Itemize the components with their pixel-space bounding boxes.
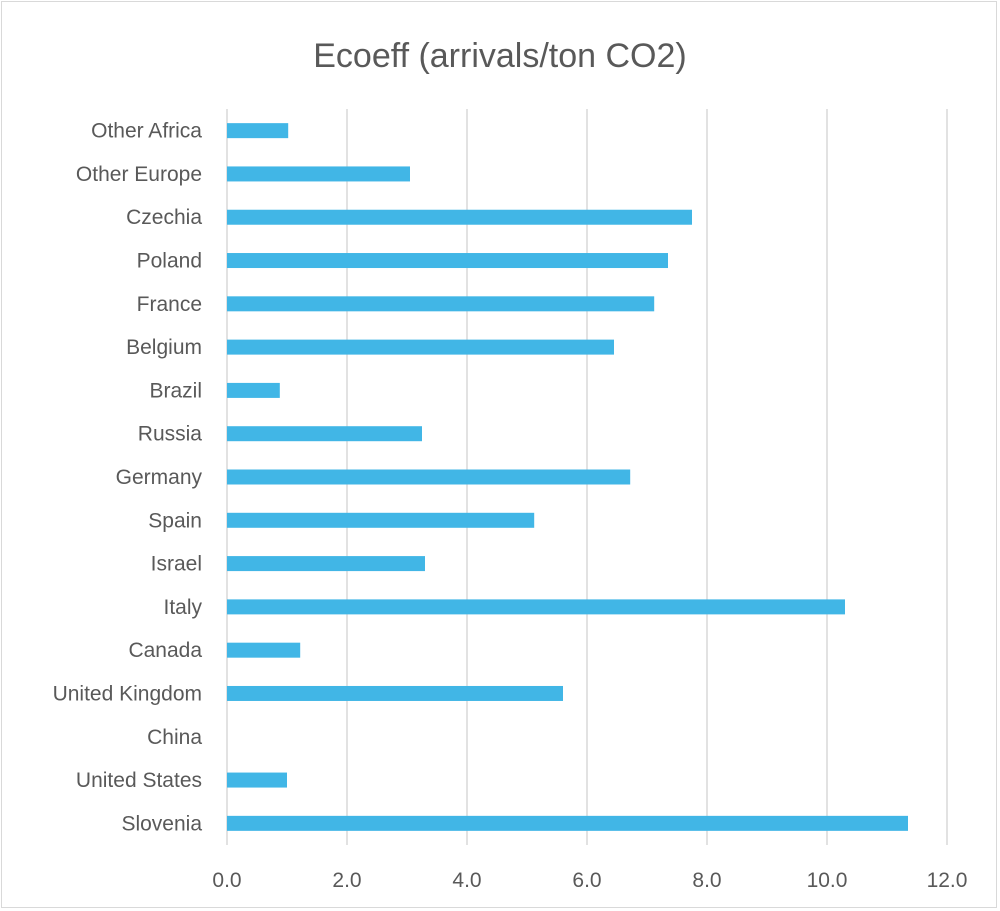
category-label: Czechia bbox=[126, 206, 202, 229]
bar bbox=[227, 382, 280, 398]
x-tick-label: 2.0 bbox=[332, 869, 361, 892]
bars bbox=[227, 123, 908, 831]
category-label: Italy bbox=[163, 596, 202, 619]
category-label: Slovenia bbox=[121, 812, 202, 835]
category-label: Germany bbox=[116, 466, 203, 489]
x-tick-label: 12.0 bbox=[927, 869, 968, 892]
x-tick-label: 0.0 bbox=[212, 869, 241, 892]
category-label: Other Europe bbox=[76, 163, 202, 186]
bar bbox=[227, 166, 410, 182]
category-label: Canada bbox=[128, 639, 202, 662]
bar bbox=[227, 426, 422, 442]
bar bbox=[227, 123, 289, 139]
category-label: Israel bbox=[151, 553, 202, 576]
category-label: Spain bbox=[148, 509, 202, 532]
category-label: Russia bbox=[138, 423, 203, 446]
bar bbox=[227, 599, 845, 615]
bar bbox=[227, 512, 535, 528]
category-label: Poland bbox=[137, 250, 202, 273]
category-label: Belgium bbox=[126, 336, 202, 359]
category-label: France bbox=[137, 293, 202, 316]
x-tick-label: 8.0 bbox=[692, 869, 721, 892]
bar bbox=[227, 296, 655, 312]
bar bbox=[227, 469, 631, 485]
category-label: Brazil bbox=[149, 379, 202, 402]
category-label: Other Africa bbox=[91, 120, 202, 143]
bar bbox=[227, 339, 614, 355]
chart-title: Ecoeff (arrivals/ton CO2) bbox=[313, 37, 687, 75]
x-tick-labels: 0.0 2.0 4.0 6.0 8.0 10.0 12.0 bbox=[212, 869, 967, 892]
x-tick-label: 6.0 bbox=[572, 869, 601, 892]
bar bbox=[227, 685, 563, 701]
bar bbox=[227, 815, 908, 831]
category-label: United Kingdom bbox=[53, 682, 202, 705]
category-label: United States bbox=[76, 769, 202, 792]
bar bbox=[227, 642, 301, 658]
category-labels: Slovenia United States China United Kingdom… bbox=[53, 120, 203, 836]
x-tick-label: 4.0 bbox=[452, 869, 481, 892]
bar bbox=[227, 556, 425, 572]
x-tick-label: 10.0 bbox=[807, 869, 848, 892]
bar bbox=[227, 209, 692, 225]
bar bbox=[227, 772, 287, 788]
category-label: China bbox=[147, 726, 202, 749]
bar bbox=[227, 253, 668, 269]
